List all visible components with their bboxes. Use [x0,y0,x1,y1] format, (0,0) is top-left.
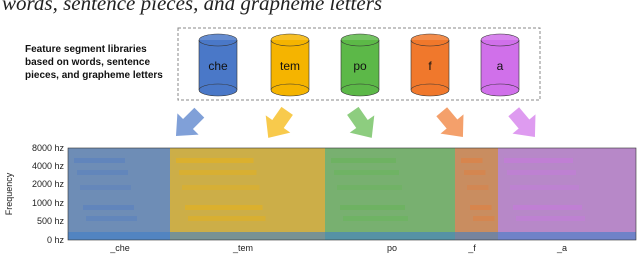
spectrogram-band [176,158,254,163]
spectrogram-band [340,205,405,210]
spectrogram-band [80,185,131,190]
spectrogram-band [182,185,260,190]
spectrogram-band [83,205,134,210]
spectrogram-band [331,158,396,163]
spectrogram-band [334,170,399,175]
caption-fragment: words, sentence pieces, and grapheme let… [2,0,382,15]
spectrogram-band [343,216,408,221]
spectrogram-band [516,216,585,221]
library-box [177,27,541,101]
arrow [436,107,464,138]
spectrogram-low-band [68,232,636,240]
cylinder-bottom [480,83,520,97]
library-label: Feature segment libraries [25,44,147,55]
spectrogram-band [461,158,483,163]
spectrogram-band [464,170,486,175]
x-tick-label: _a [556,243,567,253]
spectrogram-band [470,205,492,210]
cylinder-bottom [270,83,310,97]
cylinder-label: che [208,59,228,73]
y-axis-label: Frequency [4,172,14,215]
spectrogram-band [513,205,582,210]
cylinder-body [341,40,379,90]
cylinder-label: tem [280,59,300,73]
y-tick-label: 1000 hz [32,198,65,208]
cylinder-bottom [410,83,450,97]
spectrogram-band [504,158,573,163]
arrow [175,107,205,137]
spectrogram-band [188,216,266,221]
cylinder-top [410,33,450,47]
cylinder-body [199,40,237,90]
spectrogram-segment [68,148,170,240]
cylinder-label: a [497,59,504,73]
spectrogram-frame [67,147,637,241]
x-tick-label: po [387,243,397,253]
cylinder-bottom [340,83,380,97]
cylinder-top [270,33,310,47]
y-tick-label: 8000 hz [32,143,65,153]
cylinder-top [480,33,520,47]
cylinder-body [411,40,449,90]
library-label: based on words, sentence [25,57,150,68]
arrow [508,107,536,138]
cylinder-body [481,40,519,90]
x-tick-label: _tem [232,243,253,253]
library-label: pieces, and grapheme letters [25,70,163,81]
y-tick-label: 0 hz [47,235,65,245]
cylinder-label: po [353,59,367,73]
spectrogram-band [473,216,495,221]
spectrogram-band [74,158,125,163]
spectrogram-band [179,170,257,175]
spectrogram-segment [325,148,455,240]
spectrogram-segment [455,148,498,240]
spectrogram-band [510,185,579,190]
spectrogram-band [77,170,128,175]
spectrogram-band [467,185,489,190]
spectrogram-band [507,170,576,175]
x-tick-label: _che [109,243,130,253]
y-tick-label: 500 hz [37,216,65,226]
spectrogram-band [86,216,137,221]
spectrogram-segment [170,148,325,240]
cylinder-top [340,33,380,47]
y-tick-label: 2000 hz [32,179,65,189]
cylinder-bottom [198,83,238,97]
spectrogram-band [185,205,263,210]
x-tick-label: _f [467,243,476,253]
arrow [347,106,375,138]
cylinder-label: f [428,59,432,73]
cylinder-top [198,33,238,47]
y-tick-label: 4000 hz [32,161,65,171]
arrow [265,106,293,138]
spectrogram-segment [498,148,636,240]
cylinder-body [271,40,309,90]
spectrogram-band [337,185,402,190]
